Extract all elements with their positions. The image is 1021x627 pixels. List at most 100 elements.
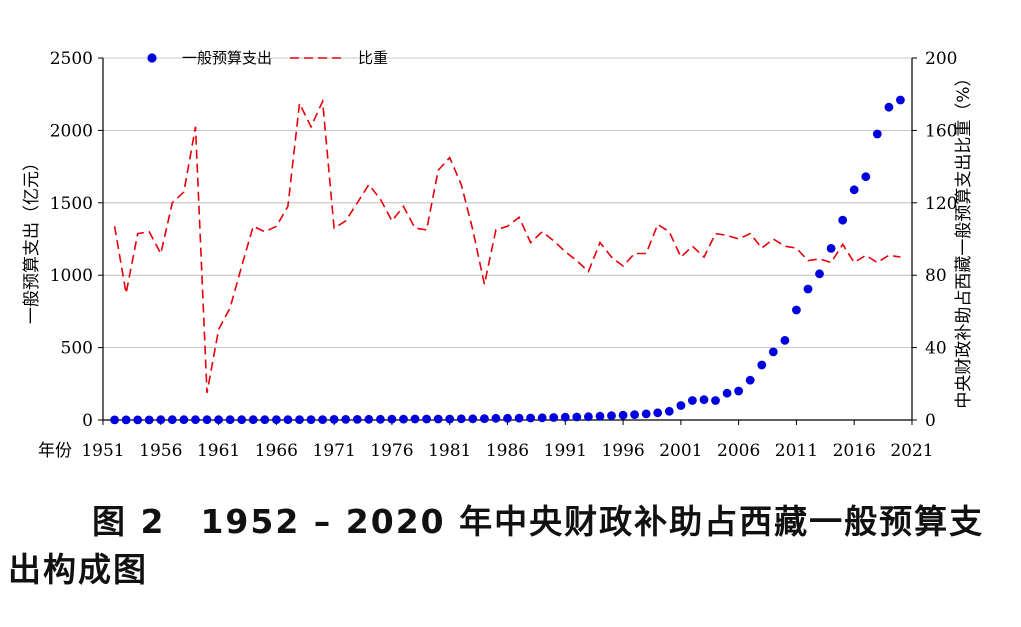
right-tick-label: 40 <box>925 339 947 359</box>
gridlines <box>103 57 912 349</box>
data-point <box>734 386 743 396</box>
data-point <box>549 413 559 422</box>
figure-label: 图 2 <box>92 502 166 541</box>
data-point <box>884 102 894 112</box>
right-tick-label: 160 <box>925 121 957 141</box>
data-point <box>364 414 374 424</box>
data-point <box>618 410 628 420</box>
data-point <box>144 415 154 425</box>
x-tick-label: 2011 <box>775 441 818 461</box>
right-tick-label: 0 <box>925 411 936 431</box>
y-axis-label-right: 中央财政补助占西藏一般预算支出比重（%） <box>954 69 974 408</box>
data-point <box>341 415 351 424</box>
x-tick-label: 2021 <box>890 441 933 461</box>
x-tick-label: 1996 <box>601 441 644 461</box>
data-point <box>722 388 732 398</box>
data-point <box>560 412 570 422</box>
data-point <box>283 415 293 424</box>
data-point <box>757 360 767 370</box>
data-point <box>214 415 224 425</box>
data-point <box>849 185 859 195</box>
right-tick-label: 120 <box>925 194 957 214</box>
data-point <box>167 415 177 425</box>
x-axis-label: 年份 <box>38 441 72 461</box>
left-tick-label: 0 <box>82 411 93 431</box>
series-line-ratio <box>113 98 901 394</box>
data-point <box>272 415 281 425</box>
axes <box>102 58 913 421</box>
data-point <box>352 415 362 424</box>
data-point <box>872 129 882 139</box>
data-point <box>768 347 778 357</box>
data-point <box>225 415 235 425</box>
data-point <box>711 396 720 405</box>
left-tick-label: 1500 <box>50 194 93 214</box>
data-point <box>329 415 339 424</box>
data-point <box>537 413 547 423</box>
data-point <box>514 413 524 423</box>
data-point <box>318 415 327 424</box>
data-point <box>699 395 709 405</box>
data-point <box>399 414 408 424</box>
data-point <box>861 172 871 182</box>
data-point <box>156 415 166 425</box>
data-point <box>838 215 848 225</box>
data-point <box>121 415 131 425</box>
x-tick-label: 1951 <box>81 441 124 461</box>
data-point <box>410 414 420 424</box>
data-point <box>653 408 663 418</box>
data-point <box>248 415 258 425</box>
data-point <box>133 415 143 425</box>
data-point <box>480 414 489 423</box>
data-point <box>664 406 674 416</box>
right-tick-label: 80 <box>925 266 947 286</box>
data-point <box>306 415 316 424</box>
series-points-expenditure <box>110 95 905 425</box>
data-point <box>595 411 605 421</box>
data-point <box>387 414 397 424</box>
data-point <box>456 414 466 424</box>
right-tick-label: 200 <box>925 49 957 69</box>
x-tick-label: 1956 <box>139 441 182 461</box>
legend-label-expenditure: 一般预算支出 <box>182 49 272 67</box>
left-tick-label: 2000 <box>50 121 93 141</box>
x-tick-label: 1986 <box>486 441 529 461</box>
x-tick-label: 1966 <box>255 441 298 461</box>
legend-marker-expenditure <box>147 53 157 63</box>
data-point <box>607 411 616 421</box>
data-point <box>260 415 270 425</box>
data-point <box>676 401 686 410</box>
x-tick-label: 1971 <box>313 441 356 461</box>
data-point <box>803 284 813 294</box>
x-tick-label: 1981 <box>428 441 471 461</box>
right-axis-ticks: 0 40 80 120 160 200 <box>912 49 957 431</box>
data-point <box>445 414 455 424</box>
data-point <box>191 415 200 425</box>
data-point <box>110 415 119 425</box>
data-point <box>468 414 478 424</box>
x-tick-label: 1991 <box>544 441 587 461</box>
caption-text: 1952 – 2020 年中央财政补助占西藏一般预算支出构成图 <box>8 502 985 589</box>
data-point <box>376 414 385 424</box>
data-point <box>630 410 639 419</box>
data-point <box>896 95 905 105</box>
data-point <box>792 305 801 315</box>
chart: 0 500 1000 1500 2000 2500 0 40 80 120 160 200 1951… <box>22 49 974 461</box>
left-axis-ticks: 0 500 1000 1500 2000 2500 <box>50 49 103 431</box>
left-tick-label: 1000 <box>50 266 93 286</box>
data-point <box>584 412 593 422</box>
x-tick-label: 1961 <box>197 441 240 461</box>
data-point <box>491 413 501 423</box>
data-point <box>572 412 582 422</box>
data-point <box>815 269 824 279</box>
legend: 一般预算支出 比重 <box>147 49 388 67</box>
x-tick-label: 2016 <box>833 441 876 461</box>
data-point <box>780 336 790 345</box>
data-point <box>237 415 247 425</box>
y-axis-label-left: 一般预算支出（亿元） <box>22 154 42 324</box>
x-tick-label: 2001 <box>659 441 702 461</box>
x-tick-label: 2006 <box>717 441 760 461</box>
data-point <box>526 413 535 423</box>
figure-caption: 图 2 1952 – 2020 年中央财政补助占西藏一般预算支出构成图 <box>8 498 1013 594</box>
data-point <box>179 415 189 425</box>
